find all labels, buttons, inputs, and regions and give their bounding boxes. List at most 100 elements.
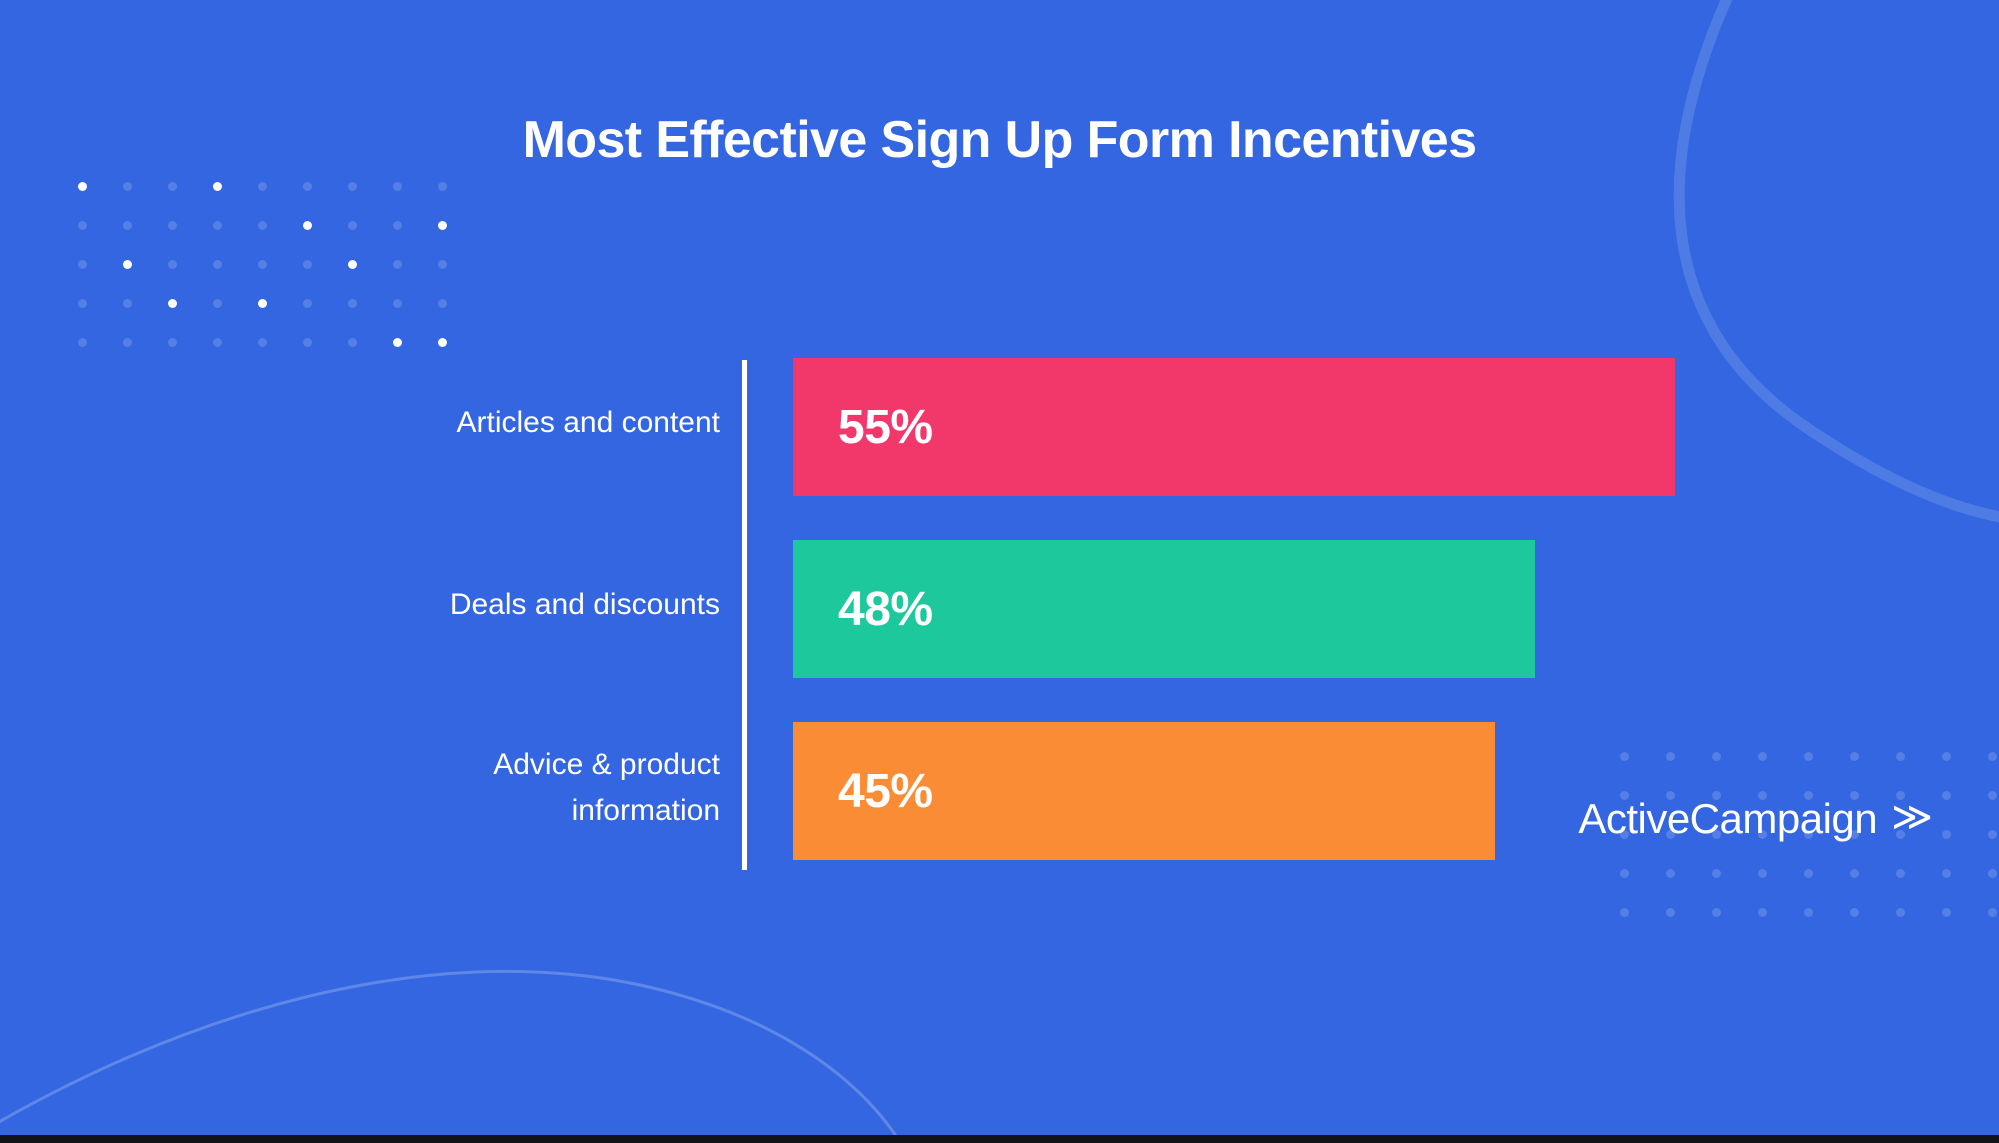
dot [438,260,447,269]
dot [1712,908,1721,917]
page-title: Most Effective Sign Up Form Incentives [522,111,1477,169]
dot [213,260,222,269]
dot [348,260,357,269]
dot [1804,908,1813,917]
dot [258,260,267,269]
bar-category-label: Articles and content [456,406,720,439]
dot [213,221,222,230]
dot [123,260,132,269]
dot [1758,791,1767,800]
dot [1850,791,1859,800]
dot [393,221,402,230]
dot [348,338,357,347]
dot [1896,791,1905,800]
dot [1666,869,1675,878]
dot-grid-right [1620,752,1999,947]
dot [1942,791,1951,800]
bar-articles-and-content: 55% [793,358,1675,496]
dot [168,221,177,230]
dot [348,299,357,308]
dot [168,182,177,191]
dot [393,338,402,347]
dot [1666,830,1675,839]
dot [1666,791,1675,800]
dot [1620,791,1629,800]
dot [1620,908,1629,917]
bar-deals-and-discounts: 48% [793,540,1535,678]
dot [303,182,312,191]
activecampaign-logo: ActiveCampaign ≫ [1578,795,1933,843]
chart-axis-line [742,360,747,870]
dot [1620,869,1629,878]
dot [438,299,447,308]
dot [1712,791,1721,800]
dot [1988,752,1997,761]
dot [123,299,132,308]
dot [1988,869,1997,878]
dot [258,182,267,191]
arc-bottom-left [0,969,903,1143]
dot [1620,752,1629,761]
dot [78,182,87,191]
dot [1988,908,1997,917]
dot [213,338,222,347]
dot [348,182,357,191]
dot [1712,869,1721,878]
dot [1666,752,1675,761]
dot [1620,830,1629,839]
dot [1942,830,1951,839]
dot [393,260,402,269]
dot [1850,869,1859,878]
dot [78,299,87,308]
dot [123,182,132,191]
dot [258,299,267,308]
bar-category-label: Advice & product information [493,748,720,827]
bar-advice-and-product-information: 45% [793,722,1495,860]
dot [1850,908,1859,917]
bottom-edge-strip [0,1135,1999,1143]
dot [168,299,177,308]
dot [1896,752,1905,761]
dot [168,338,177,347]
dot [1804,830,1813,839]
dot [1758,869,1767,878]
dot [1666,908,1675,917]
dot [303,299,312,308]
dot [168,260,177,269]
dot [1758,752,1767,761]
dot [1896,908,1905,917]
dot [1942,869,1951,878]
dot [303,338,312,347]
dot [438,338,447,347]
dot [78,260,87,269]
dot [1942,908,1951,917]
dot [438,221,447,230]
dot [1988,791,1997,800]
dot [1850,752,1859,761]
dot [303,221,312,230]
bar-value-label: 45% [838,764,933,818]
dot [1758,830,1767,839]
dot [1804,869,1813,878]
bar-value-label: 55% [838,400,933,454]
dot [1804,791,1813,800]
dot [1758,908,1767,917]
dot [1850,830,1859,839]
dot [258,338,267,347]
double-chevron-right-icon: ≫ [1891,795,1933,839]
dot [213,299,222,308]
dot [1896,830,1905,839]
dot [1712,830,1721,839]
dot [123,221,132,230]
dot [258,221,267,230]
dot [1988,830,1997,839]
dot [123,338,132,347]
dot [78,338,87,347]
dot [438,182,447,191]
dot [393,299,402,308]
logo-wordmark: ActiveCampaign [1578,795,1878,842]
dot [303,260,312,269]
bar-category-label: Deals and discounts [449,588,720,621]
dot [393,182,402,191]
